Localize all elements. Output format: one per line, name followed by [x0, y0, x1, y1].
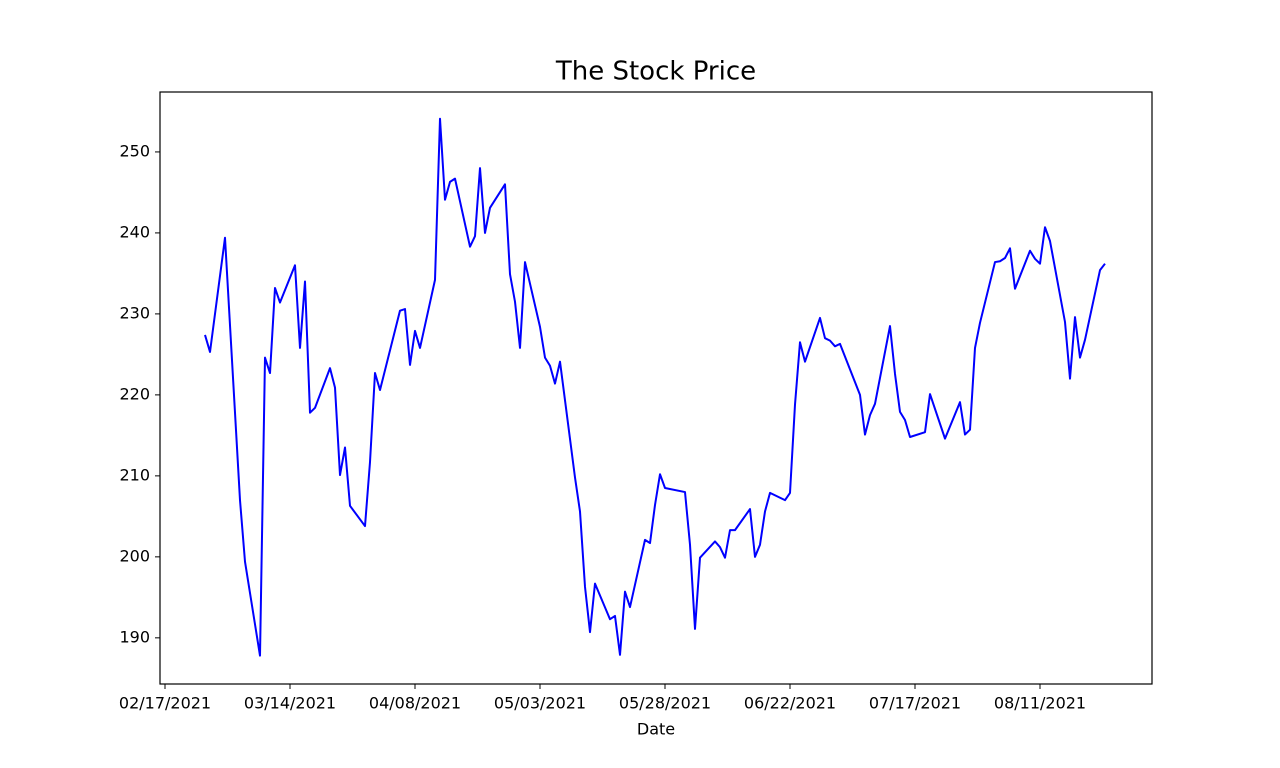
- y-tick-label: 240: [119, 222, 150, 241]
- y-tick-label: 210: [119, 465, 150, 484]
- x-axis-label: Date: [637, 720, 675, 739]
- x-tick-label: 08/11/2021: [994, 694, 1086, 713]
- chart-title: The Stock Price: [555, 57, 756, 87]
- x-tick-label: 03/14/2021: [244, 694, 336, 713]
- y-tick-label: 230: [119, 303, 150, 322]
- price-line: [204, 117, 1106, 657]
- x-tick-label: 06/22/2021: [744, 694, 836, 713]
- y-tick-label: 190: [119, 627, 150, 646]
- y-tick-label: 220: [119, 384, 150, 403]
- y-tick-label: 250: [119, 141, 150, 160]
- x-tick-label: 04/08/2021: [369, 694, 461, 713]
- x-tick-label: 02/17/2021: [119, 694, 211, 713]
- y-tick-label: 200: [119, 546, 150, 565]
- x-tick-label: 05/03/2021: [494, 694, 586, 713]
- x-tick-label: 07/17/2021: [869, 694, 961, 713]
- x-tick-label: 05/28/2021: [619, 694, 711, 713]
- plot-frame: [159, 91, 1153, 685]
